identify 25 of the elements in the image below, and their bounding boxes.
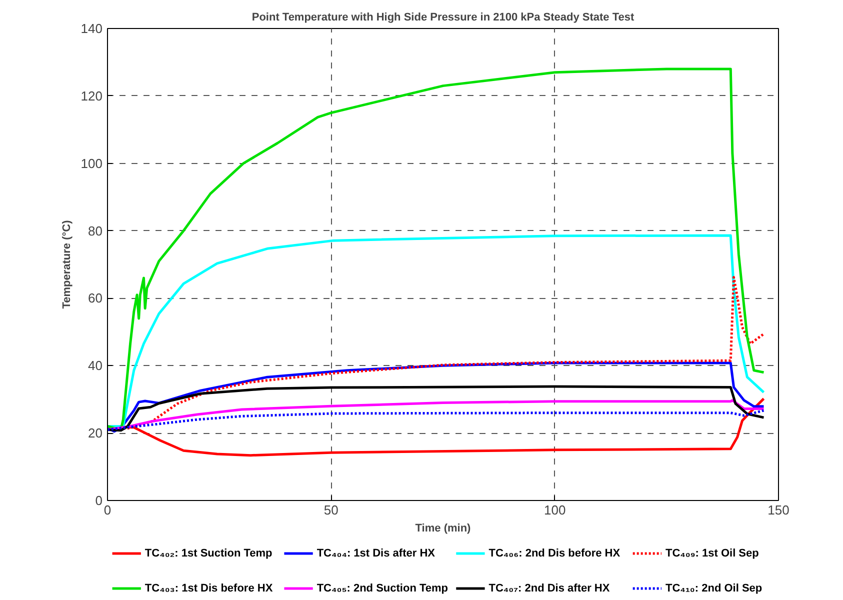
y-tick-label: 80	[88, 223, 103, 238]
line-series	[108, 234, 765, 428]
y-tick-label: 40	[88, 358, 103, 374]
legend-label: TC₄₀₄: 1st Dis after HX	[316, 548, 436, 560]
y-axis-title: Temperature (°C)	[60, 220, 73, 309]
x-tick-label: 100	[544, 502, 566, 518]
legend-label: TC₄₀₂: 1st Suction Temp	[144, 548, 273, 560]
y-tick-label: 20	[88, 426, 103, 441]
line-series	[108, 399, 765, 431]
x-axis-title: Time (min)	[415, 522, 472, 534]
line-series	[108, 68, 765, 431]
y-tick-label: 140	[80, 21, 103, 36]
y-tick-label: 120	[80, 88, 103, 104]
y-tick-label: 100	[80, 156, 103, 171]
y-tick-label: 0	[95, 493, 103, 508]
legend-label: TC₄₀₅: 2nd Suction Temp	[316, 582, 448, 594]
x-tick-label: 50	[324, 502, 338, 518]
legend-label: TC₄₀₇: 2nd Dis after HX	[488, 582, 610, 594]
x-tick-label: 150	[768, 502, 790, 518]
legend-label: TC₄₀₉: 1st Oil Sep	[665, 548, 760, 560]
legend-label: TC₄₀₆: 2nd Dis before HX	[488, 548, 621, 560]
legend-label: TC₄₁₀: 2nd Oil Sep	[665, 582, 762, 594]
y-tick-label: 60	[88, 290, 103, 306]
chart-title: Point Temperature with High Side Pressure in 2100 kPa Steady State Test	[252, 12, 634, 24]
legend-label: TC₄₀₃: 1st Dis before HX	[144, 582, 274, 594]
